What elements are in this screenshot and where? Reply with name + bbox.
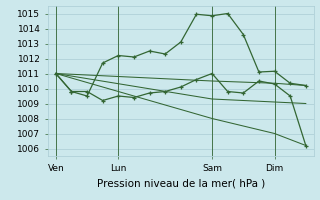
X-axis label: Pression niveau de la mer( hPa ): Pression niveau de la mer( hPa ) <box>97 178 265 188</box>
